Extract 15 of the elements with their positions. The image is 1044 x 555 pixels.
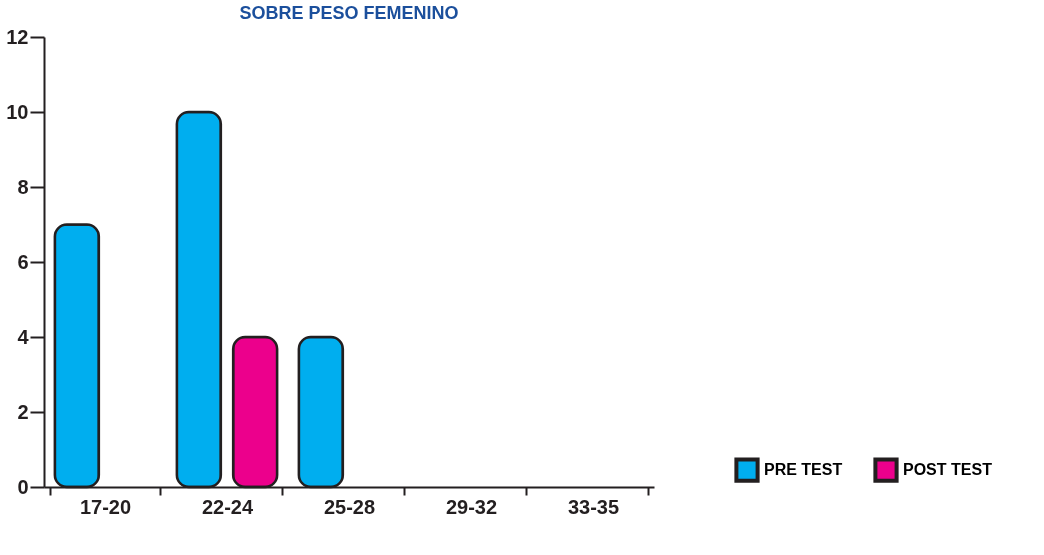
legend-label: PRE TEST (764, 461, 843, 479)
legend-label: POST TEST (903, 461, 993, 479)
y-tick-label: 8 (17, 175, 29, 198)
x-tick-label: 22-24 (201, 495, 254, 518)
x-tick-label: 17-20 (79, 495, 132, 518)
x-tick-label: 25-28 (323, 495, 376, 518)
y-tick-label: 12 (6, 25, 29, 48)
x-tick-label: 29-32 (445, 495, 498, 518)
y-tick-label: 10 (6, 100, 29, 123)
y-tick-label: 2 (17, 400, 29, 423)
y-tick-label: 0 (17, 475, 29, 498)
x-tick-label: 33-35 (567, 495, 620, 518)
chart-title: SOBRE PESO FEMENINO (239, 3, 459, 23)
y-tick-label: 4 (17, 325, 30, 348)
y-tick-label: 6 (17, 250, 29, 273)
